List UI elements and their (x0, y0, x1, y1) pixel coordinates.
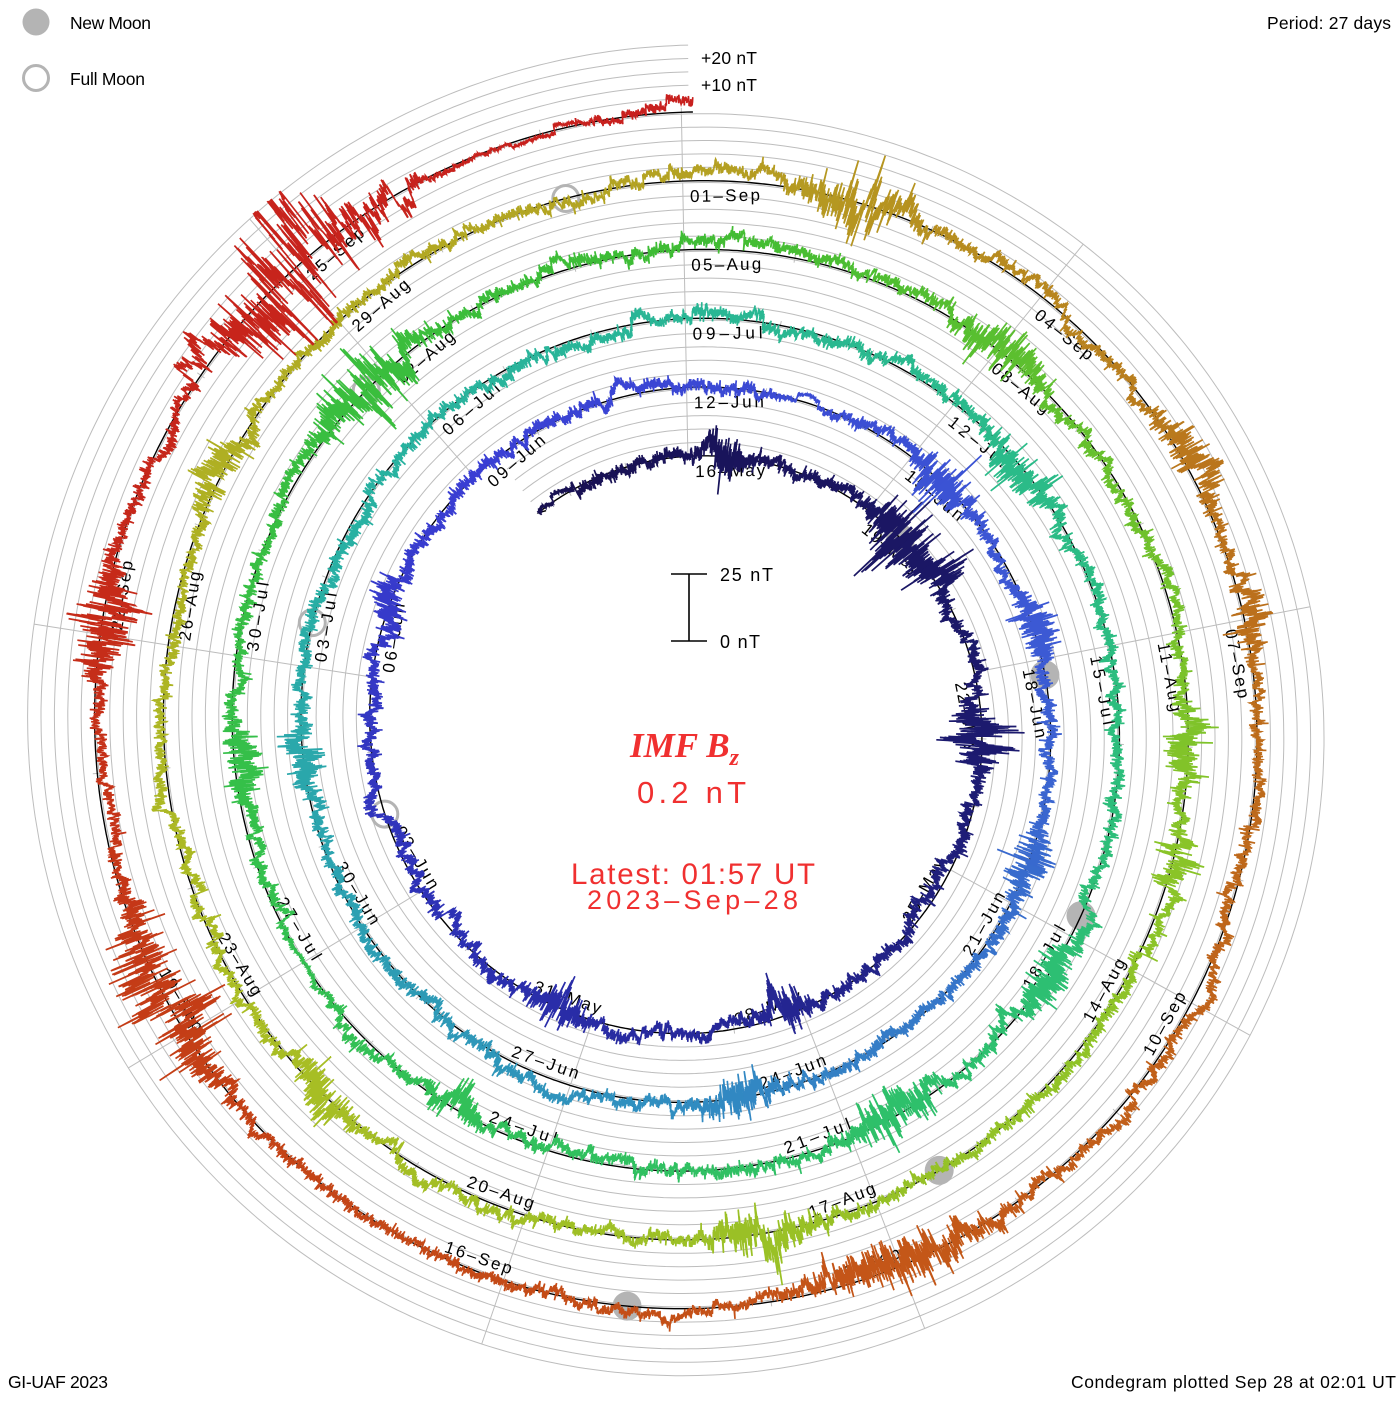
svg-text:Full Moon: Full Moon (70, 69, 145, 89)
svg-text:Condegram plotted Sep 28 at 02: Condegram plotted Sep 28 at 02:01 UT (1071, 1372, 1396, 1392)
svg-text:IMF Bz: IMF Bz (629, 726, 740, 771)
svg-text:2023–Sep–28: 2023–Sep–28 (587, 885, 798, 915)
svg-text:+10 nT: +10 nT (701, 75, 757, 95)
svg-text:New Moon: New Moon (70, 13, 151, 33)
svg-text:GI-UAF 2023: GI-UAF 2023 (8, 1372, 108, 1392)
svg-text:0 nT: 0 nT (720, 632, 760, 652)
svg-text:25 nT: 25 nT (720, 565, 773, 585)
svg-text:Period: 27 days: Period: 27 days (1267, 13, 1391, 33)
svg-text:+20 nT: +20 nT (701, 48, 757, 68)
